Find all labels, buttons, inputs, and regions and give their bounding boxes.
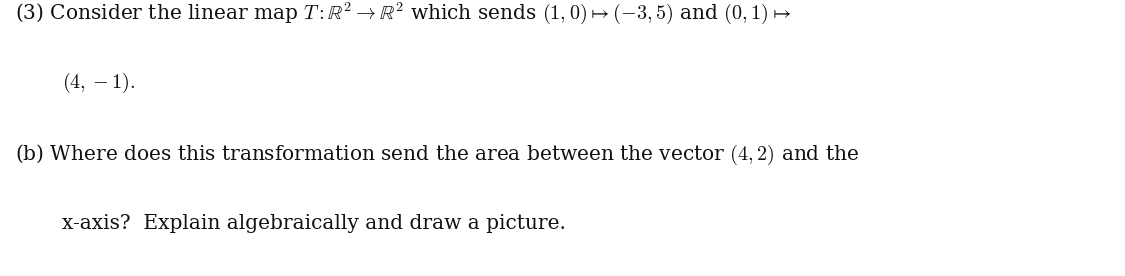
Text: (3) Consider the linear map $T : \mathbb{R}^2 \rightarrow \mathbb{R}^2$ which se: (3) Consider the linear map $T : \mathbb… [15, 1, 791, 26]
Text: $(4, -1).$: $(4, -1).$ [62, 71, 135, 95]
Text: x-axis?  Explain algebraically and draw a picture.: x-axis? Explain algebraically and draw a… [62, 214, 566, 233]
Text: (b) Where does this transformation send the area between the vector $(4, 2)$ and: (b) Where does this transformation send … [15, 143, 858, 167]
